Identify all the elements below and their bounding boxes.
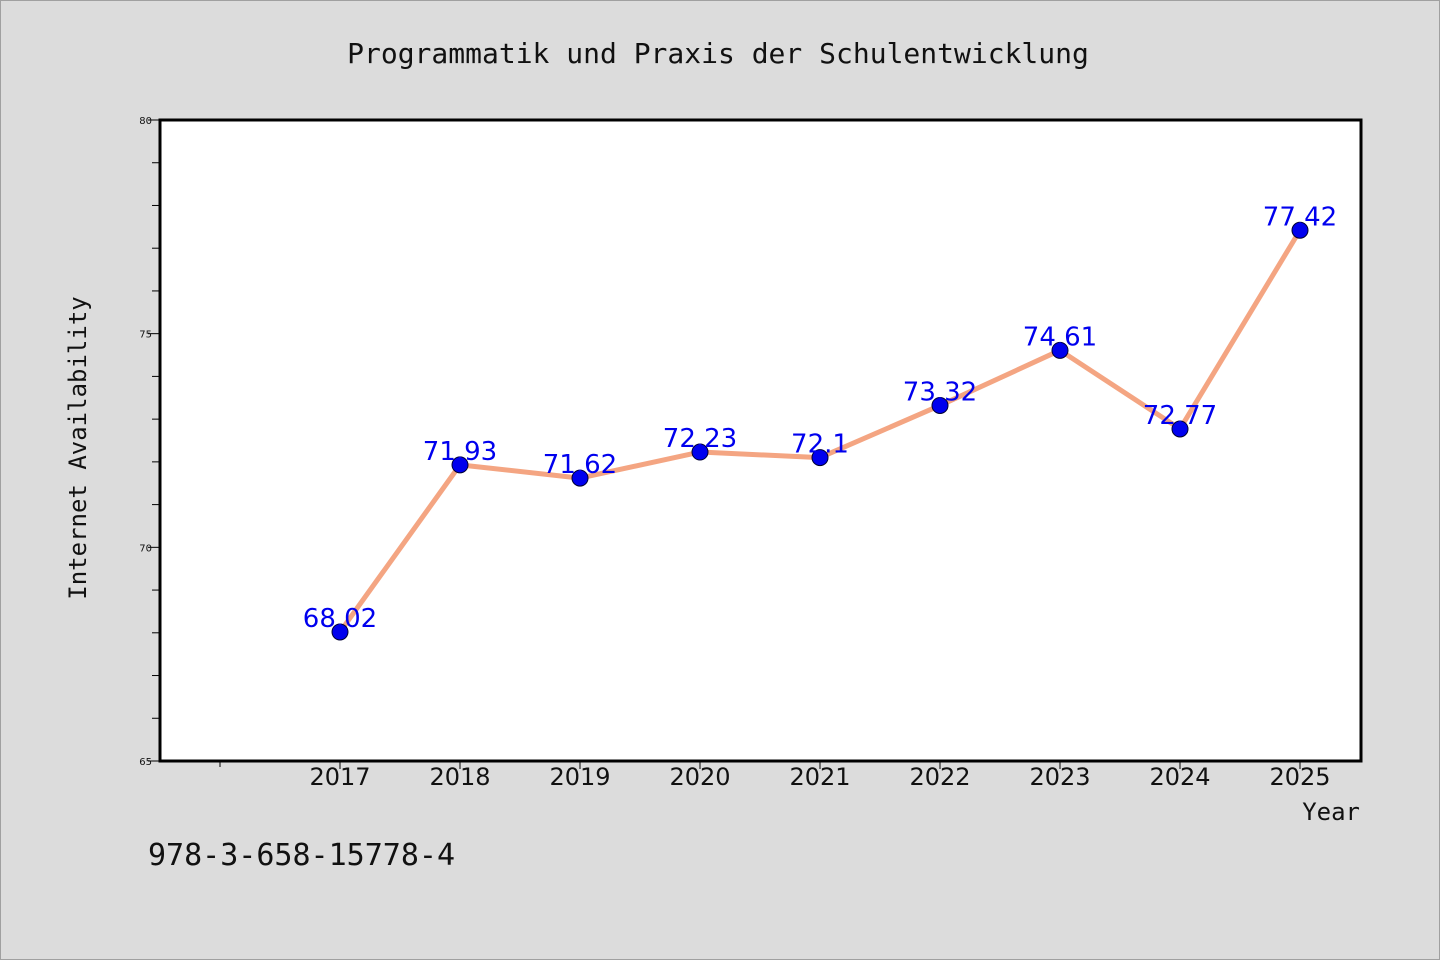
data-label: 72.23 (663, 424, 737, 454)
x-tick-label: 2017 (309, 763, 370, 791)
data-point (1051, 341, 1069, 359)
x-tick-label: 2021 (789, 763, 850, 791)
data-label: 71.62 (543, 450, 617, 480)
data-label: 71.93 (423, 437, 497, 467)
x-tick-label: 2024 (1149, 763, 1210, 791)
data-label: 77.42 (1263, 202, 1337, 232)
chart-title: Programmatik und Praxis der Schulentwick… (347, 37, 1089, 70)
y-axis-label: Internet Availability (64, 296, 92, 599)
y-tick-label: 65 (139, 757, 152, 768)
data-label: 73.32 (903, 377, 977, 407)
x-tick-label: 2023 (1029, 763, 1090, 791)
data-label: 72.77 (1143, 401, 1217, 431)
isbn-annotation: 978-3-658-15778-4 (148, 838, 455, 873)
y-tick-label: 80 (139, 116, 152, 127)
plot-area (158, 118, 1363, 763)
data-label: 72.1 (791, 430, 849, 460)
data-point (931, 396, 949, 414)
x-axis-label: Year (1302, 798, 1360, 826)
data-point (331, 623, 349, 641)
data-point (811, 449, 829, 467)
y-tick-label: 75 (139, 330, 152, 341)
x-axis: 2017 2018 2019 2020 2021 2022 2023 2024 2025 (219, 761, 1331, 791)
data-point (1171, 420, 1189, 438)
y-tick-label: 70 (139, 543, 152, 554)
x-tick-label: 2018 (429, 763, 490, 791)
data-point (571, 469, 589, 487)
data-point (451, 456, 469, 474)
x-tick-label: 2025 (1269, 763, 1330, 791)
data-label: 74.61 (1023, 322, 1097, 352)
data-point (1291, 221, 1309, 239)
data-label: 68.02 (303, 604, 377, 634)
series-layer: 68.02 71.93 71.62 72.23 72.1 73.32 74.61 72.77 7… (303, 202, 1337, 641)
data-point (691, 443, 709, 461)
x-tick-label: 2019 (549, 763, 610, 791)
x-tick-label: 2022 (909, 763, 970, 791)
y-axis: 65 70 75 80 (139, 116, 160, 768)
x-tick-label: 2020 (669, 763, 730, 791)
